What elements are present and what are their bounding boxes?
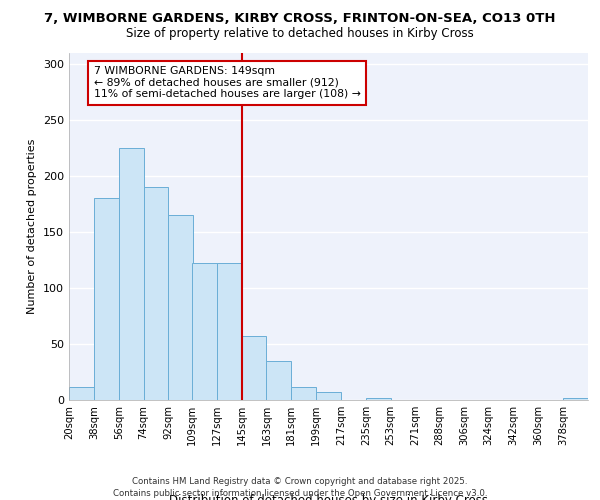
Bar <box>192 263 217 400</box>
Y-axis label: Number of detached properties: Number of detached properties <box>28 138 37 314</box>
Text: 7, WIMBORNE GARDENS, KIRBY CROSS, FRINTON-ON-SEA, CO13 0TH: 7, WIMBORNE GARDENS, KIRBY CROSS, FRINTO… <box>44 12 556 26</box>
Bar <box>291 386 316 400</box>
Bar <box>69 386 94 400</box>
Bar <box>94 198 119 400</box>
Text: Contains HM Land Registry data © Crown copyright and database right 2025.
Contai: Contains HM Land Registry data © Crown c… <box>113 476 487 498</box>
Text: 7 WIMBORNE GARDENS: 149sqm
← 89% of detached houses are smaller (912)
11% of sem: 7 WIMBORNE GARDENS: 149sqm ← 89% of deta… <box>94 66 361 99</box>
Bar <box>366 398 391 400</box>
Bar <box>242 336 266 400</box>
Bar <box>563 398 588 400</box>
Text: Size of property relative to detached houses in Kirby Cross: Size of property relative to detached ho… <box>126 28 474 40</box>
Bar <box>217 263 242 400</box>
Bar <box>266 361 291 400</box>
X-axis label: Distribution of detached houses by size in Kirby Cross: Distribution of detached houses by size … <box>169 494 488 500</box>
Bar <box>143 187 169 400</box>
Bar <box>169 215 193 400</box>
Bar <box>119 148 143 400</box>
Bar <box>316 392 341 400</box>
